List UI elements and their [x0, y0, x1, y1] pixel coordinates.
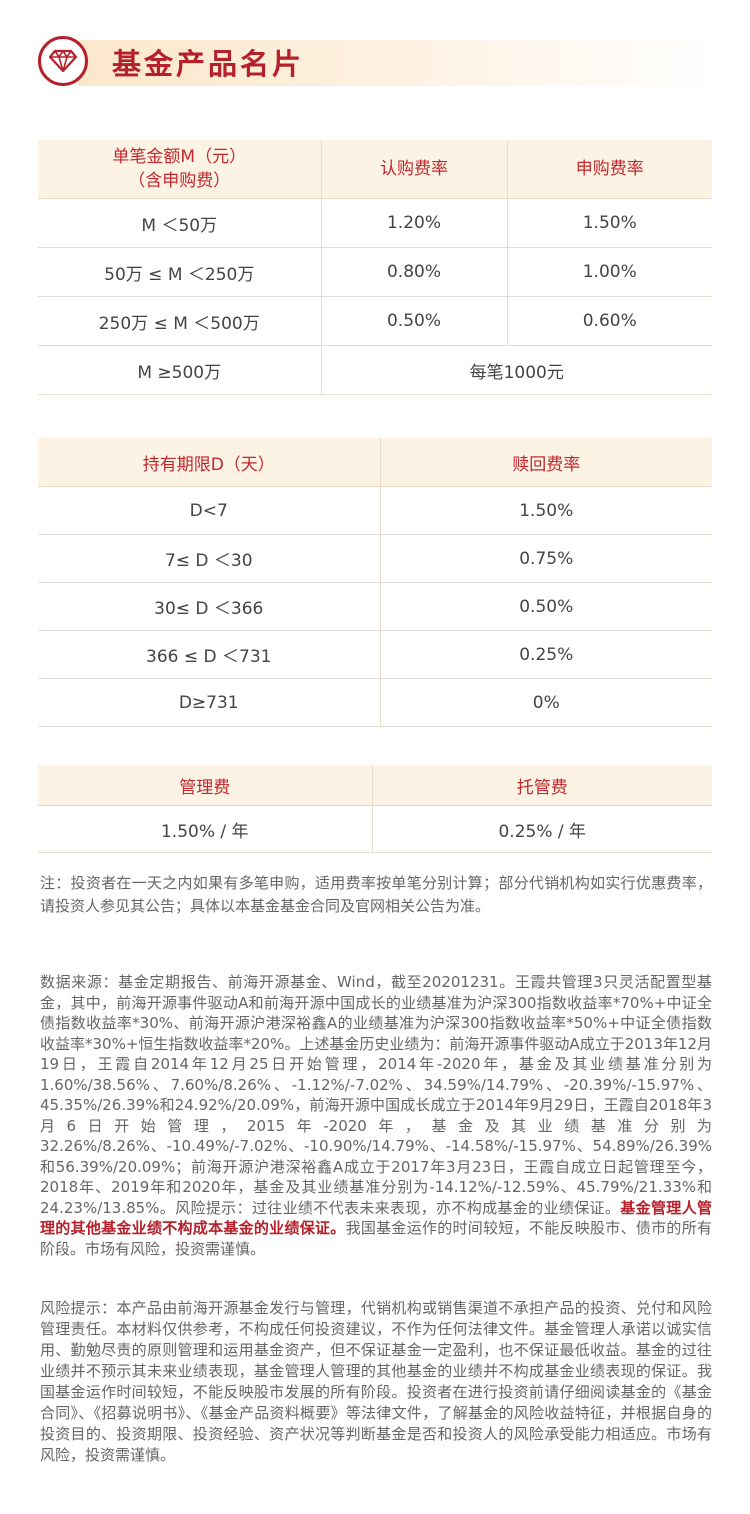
table-row: 250万 ≤ M ＜500万 0.50% 0.60% — [38, 296, 712, 346]
table-row: D≥731 0% — [38, 678, 712, 727]
highlight-text: 基金管理人管理的其他基金业绩不构成本基金的业绩保证。 — [40, 1198, 712, 1238]
section-header: 基金产品名片 — [38, 36, 714, 90]
table-row: 7≤ D ＜30 0.75% — [38, 534, 712, 583]
subscription-fee-table: 单笔金额M（元） （含申购费） 认购费率 申购费率 M ＜50万 1.20% 1… — [38, 140, 712, 395]
table-row: M ＜50万 1.20% 1.50% — [38, 198, 712, 248]
table-row: 1.50% / 年 0.25% / 年 — [38, 805, 712, 853]
custody-fee-header: 托管费 — [371, 765, 712, 806]
redemption-fee-header: 赎回费率 — [379, 438, 712, 487]
page-title: 基金产品名片 — [112, 47, 305, 81]
holding-period-header: 持有期限D（天） — [38, 438, 380, 487]
table-row: D<7 1.50% — [38, 486, 712, 535]
custody-fee-value: 0.25% / 年 — [371, 805, 712, 853]
table-row: 366 ≤ D ＜731 0.25% — [38, 630, 712, 679]
redemption-fee-table: 持有期限D（天） 赎回费率 D<7 1.50% 7≤ D ＜30 0.75% 3… — [38, 438, 712, 727]
subscription-fee-header: 认购费率 — [320, 140, 507, 199]
management-fee-value: 1.50% / 年 — [38, 805, 372, 853]
management-fee-header: 管理费 — [38, 765, 372, 806]
table-row: 50万 ≤ M ＜250万 0.80% 1.00% — [38, 247, 712, 297]
table-row: M ≥500万 每笔1000元 — [38, 345, 712, 395]
purchase-fee-header: 申购费率 — [506, 140, 712, 199]
fee-note: 注：投资者在一天之内如果有多笔申购，适用费率按单笔分别计算；部分代销机构如实行优… — [40, 874, 712, 915]
management-fee-table: 管理费 托管费 1.50% / 年 0.25% / 年 — [38, 765, 712, 853]
risk-disclaimer: 风险提示：本产品由前海开源基金发行与管理，代销机构或销售渠道不承担产品的投资、兑… — [40, 1299, 712, 1464]
amount-header: 单笔金额M（元） （含申购费） — [38, 140, 321, 199]
diamond-icon — [38, 36, 88, 86]
table-row: 30≤ D ＜366 0.50% — [38, 582, 712, 631]
header-banner — [78, 40, 714, 86]
data-source-note: 数据来源：基金定期报告、前海开源基金、Wind，截至20201231。王霞共管理… — [40, 973, 712, 1258]
